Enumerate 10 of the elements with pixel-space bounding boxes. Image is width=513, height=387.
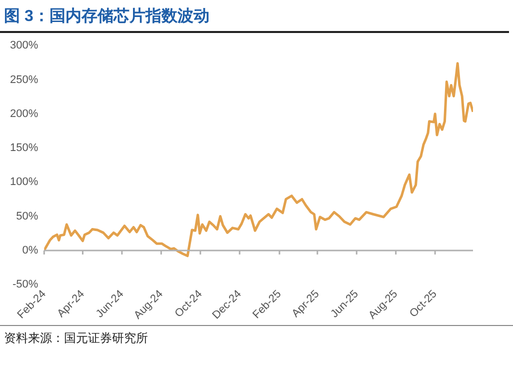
chart-title: 图 3：国内存储芯片指数波动 — [0, 0, 509, 33]
y-tick-label: 0% — [22, 244, 38, 256]
y-tick-label: 100% — [10, 176, 38, 188]
y-tick-label: 300% — [10, 40, 38, 52]
y-tick-label: 200% — [10, 108, 38, 120]
y-tick-label: 50% — [16, 210, 38, 222]
y-tick-label: -50% — [12, 278, 38, 291]
y-tick-label: 250% — [10, 74, 38, 86]
text: 资料来源：国元证券研究所 — [4, 330, 149, 347]
y-tick-label: 150% — [10, 142, 38, 154]
